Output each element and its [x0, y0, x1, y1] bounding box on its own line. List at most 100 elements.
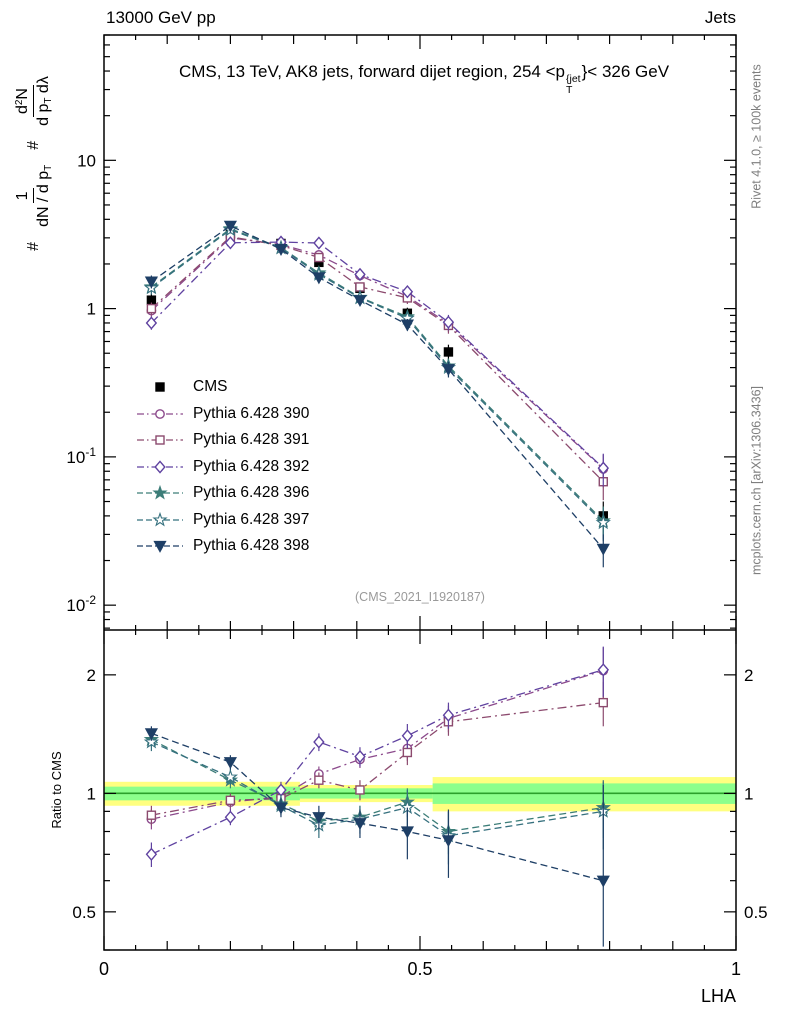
marker-py398 [223, 220, 237, 233]
marker-py398 [274, 243, 288, 256]
hash-symbol: # [25, 241, 42, 251]
marker-py392 [313, 735, 325, 749]
y-axis-label-main: # 1 dN / d pT # d2N d pT dλ [8, 32, 60, 292]
axis-ticks [103, 34, 737, 951]
legend-marker-py392 [137, 460, 183, 474]
marker-py398 [441, 364, 455, 377]
plot-title-pre: CMS, 13 TeV, AK8 jets, forward dijet reg… [178, 62, 565, 81]
legend: CMS Pythia 6.428 390 Pythia 6.428 391 Pythi… [136, 374, 309, 560]
marker-py398 [312, 272, 326, 285]
svg-text:2: 2 [744, 666, 753, 685]
plot-title: CMS, 13 TeV, AK8 jets, forward dijet reg… [104, 62, 744, 95]
marker-py398 [144, 728, 158, 741]
marker-py391 [598, 697, 608, 708]
marker-py392 [145, 847, 158, 861]
marker-py392 [354, 267, 366, 282]
legend-item-py391: Pythia 6.428 391 [136, 427, 309, 454]
marker-py396 [152, 485, 168, 500]
marker-py392 [154, 460, 166, 474]
marker-py391 [314, 252, 324, 263]
marker-py392 [597, 461, 610, 475]
marker-py398 [596, 543, 610, 556]
legend-item-py397: Pythia 6.428 397 [136, 507, 309, 534]
svg-text:0.5: 0.5 [407, 959, 432, 979]
marker-py391 [355, 785, 365, 795]
legend-marker-cms [155, 382, 165, 392]
marker-py398 [400, 319, 414, 332]
marker-py390 [155, 408, 165, 419]
legend-label-py392: Pythia 6.428 392 [193, 457, 310, 475]
y-axis-label-ratio: Ratio to CMS [49, 751, 64, 829]
legend-item-py398: Pythia 6.428 398 [136, 533, 309, 560]
legend-label-py396: Pythia 6.428 396 [193, 484, 310, 502]
mcplots-reference-label: mcplots.cern.ch [arXiv:1306.3436] [749, 386, 764, 575]
svg-text:1: 1 [87, 784, 96, 803]
marker-py391 [146, 303, 157, 314]
marker-py398 [312, 812, 326, 825]
analysis-id-watermark: (CMS_2021_I1920187) [355, 590, 485, 604]
axis-tick-labels: 10 1 10-1 10-2 2 2 1 1 0.5 0.5 0 0.5 1 [66, 151, 767, 979]
plot-title-post: }< 326 GeV [581, 62, 670, 81]
marker-py391 [225, 795, 236, 806]
legend-item-py392: Pythia 6.428 392 [136, 454, 309, 481]
x-axis-label: LHA [700, 986, 736, 1006]
beam-energy-label: 13000 GeV pp [106, 8, 216, 27]
legend-marker-py397 [137, 511, 183, 527]
svg-text:1: 1 [731, 959, 741, 979]
hash-symbol: # [25, 140, 42, 150]
marker-py398 [144, 276, 158, 289]
legend-label-cms: CMS [193, 378, 228, 396]
marker-py398 [441, 835, 455, 848]
marker-py392 [401, 285, 414, 299]
marker-py398 [353, 818, 367, 831]
series-py398 [144, 220, 610, 947]
marker-py392 [442, 708, 455, 722]
marker-py391 [402, 747, 413, 758]
fraction-d2n: d2N d pT dλ [13, 76, 54, 126]
svg-text:1: 1 [87, 300, 96, 319]
legend-marker-py396 [137, 485, 183, 500]
marker-py392 [224, 810, 237, 824]
legend-marker-py390 [137, 408, 183, 419]
rivet-version-label: Rivet 4.1.0, ≥ 100k events [749, 64, 764, 209]
series-py392 [145, 235, 610, 867]
marker-py398 [223, 757, 237, 770]
marker-py398 [596, 875, 610, 888]
marker-py392 [597, 663, 610, 677]
marker-py392 [313, 236, 325, 250]
svg-text:10-1: 10-1 [66, 445, 96, 467]
marker-cms [155, 382, 165, 392]
legend-label-py398: Pythia 6.428 398 [193, 537, 310, 555]
legend-label-py391: Pythia 6.428 391 [193, 431, 310, 449]
marker-py398 [400, 826, 414, 839]
marker-cms [443, 347, 454, 357]
ratio-uncertainty-band [104, 777, 736, 812]
legend-label-py390: Pythia 6.428 390 [193, 404, 310, 422]
svg-text:0.5: 0.5 [72, 903, 96, 922]
marker-py392 [354, 749, 366, 764]
svg-text:1: 1 [744, 784, 753, 803]
svg-text:0: 0 [99, 959, 109, 979]
marker-py392 [145, 316, 158, 330]
legend-item-py390: Pythia 6.428 390 [136, 401, 309, 428]
legend-marker-py398 [137, 541, 183, 554]
legend-marker-py391 [137, 435, 183, 445]
legend-label-py397: Pythia 6.428 397 [193, 510, 310, 528]
svg-text:2: 2 [87, 666, 96, 685]
marker-py391 [155, 435, 165, 445]
marker-py397 [143, 733, 160, 749]
fraction-one-over-dndpt: 1 dN / d pT [13, 164, 54, 227]
pt-superscript-stack: {jet T [566, 74, 581, 95]
marker-py392 [442, 315, 455, 329]
plot-title-sub: T [566, 83, 573, 96]
process-label: Jets [704, 8, 736, 27]
legend-item-py396: Pythia 6.428 396 [136, 480, 309, 507]
marker-py391 [146, 810, 157, 820]
svg-text:0.5: 0.5 [744, 903, 768, 922]
legend-item-cms: CMS [136, 374, 309, 401]
marker-py392 [401, 729, 414, 743]
marker-py392 [224, 236, 237, 250]
svg-text:10-2: 10-2 [66, 593, 96, 615]
marker-py397 [222, 769, 239, 784]
